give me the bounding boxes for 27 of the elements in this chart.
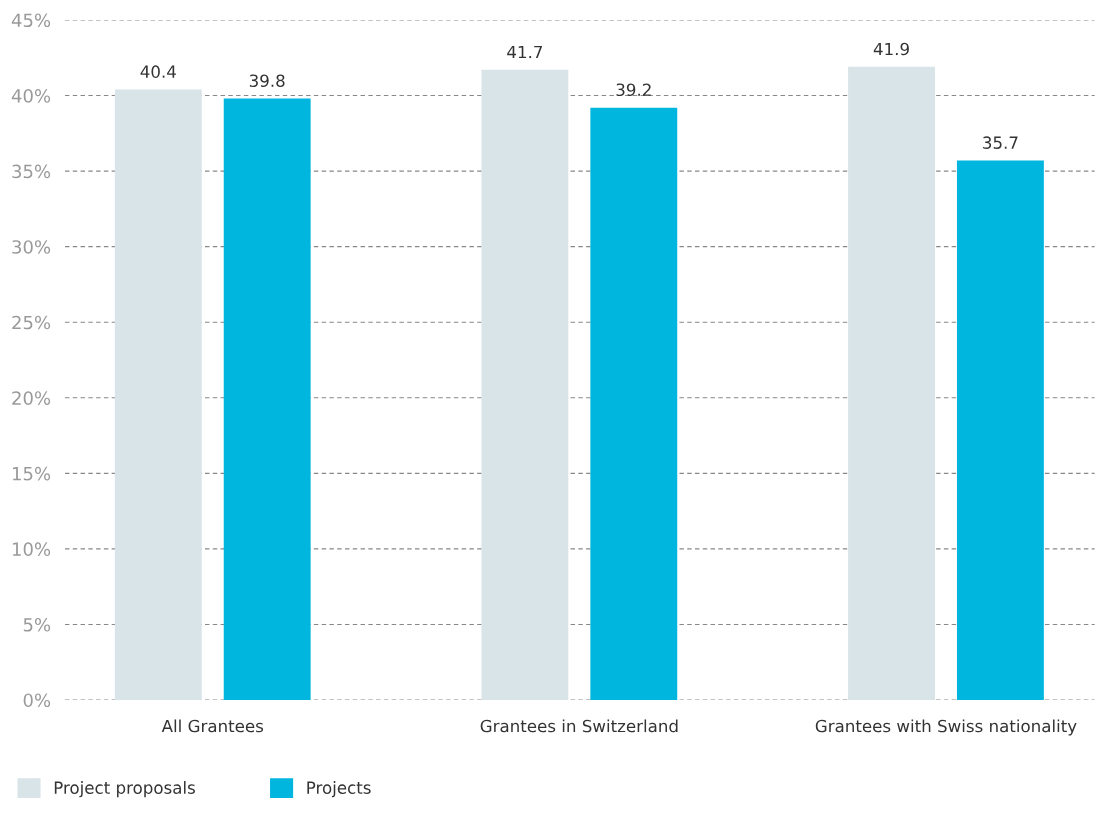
bar xyxy=(956,160,1044,700)
bar xyxy=(114,89,202,700)
bar xyxy=(481,69,569,700)
data-label: 41.9 xyxy=(873,42,909,56)
data-label: 39.2 xyxy=(616,83,651,97)
y-tick-label: 5% xyxy=(23,617,51,632)
y-tick-label: 25% xyxy=(12,315,51,330)
data-label: 40.4 xyxy=(140,65,176,78)
x-tick-label: Grantees with Swiss nationality xyxy=(815,719,1077,736)
x-tick-label: All Grantees xyxy=(161,719,264,733)
bar xyxy=(590,107,678,700)
y-tick-label: 45% xyxy=(11,13,51,28)
bar xyxy=(223,98,311,700)
data-label: 35.7 xyxy=(983,136,1018,149)
y-tick-label: 0% xyxy=(23,693,51,708)
y-tick-label: 35% xyxy=(12,164,51,179)
x-tick-label: Grantees in Switzerland xyxy=(480,719,678,733)
legend-label: Projects xyxy=(307,781,371,798)
bar xyxy=(848,66,935,700)
y-tick-label: 20% xyxy=(12,391,51,405)
data-label: 39.8 xyxy=(249,74,285,88)
y-tick-label: 15% xyxy=(12,466,51,481)
legend-label: Project proposals xyxy=(54,781,195,798)
y-tick-label: 30% xyxy=(12,240,51,254)
y-tick-label: 10% xyxy=(12,542,51,557)
y-tick-label: 40% xyxy=(11,89,51,103)
data-label: 41.7 xyxy=(507,45,543,59)
